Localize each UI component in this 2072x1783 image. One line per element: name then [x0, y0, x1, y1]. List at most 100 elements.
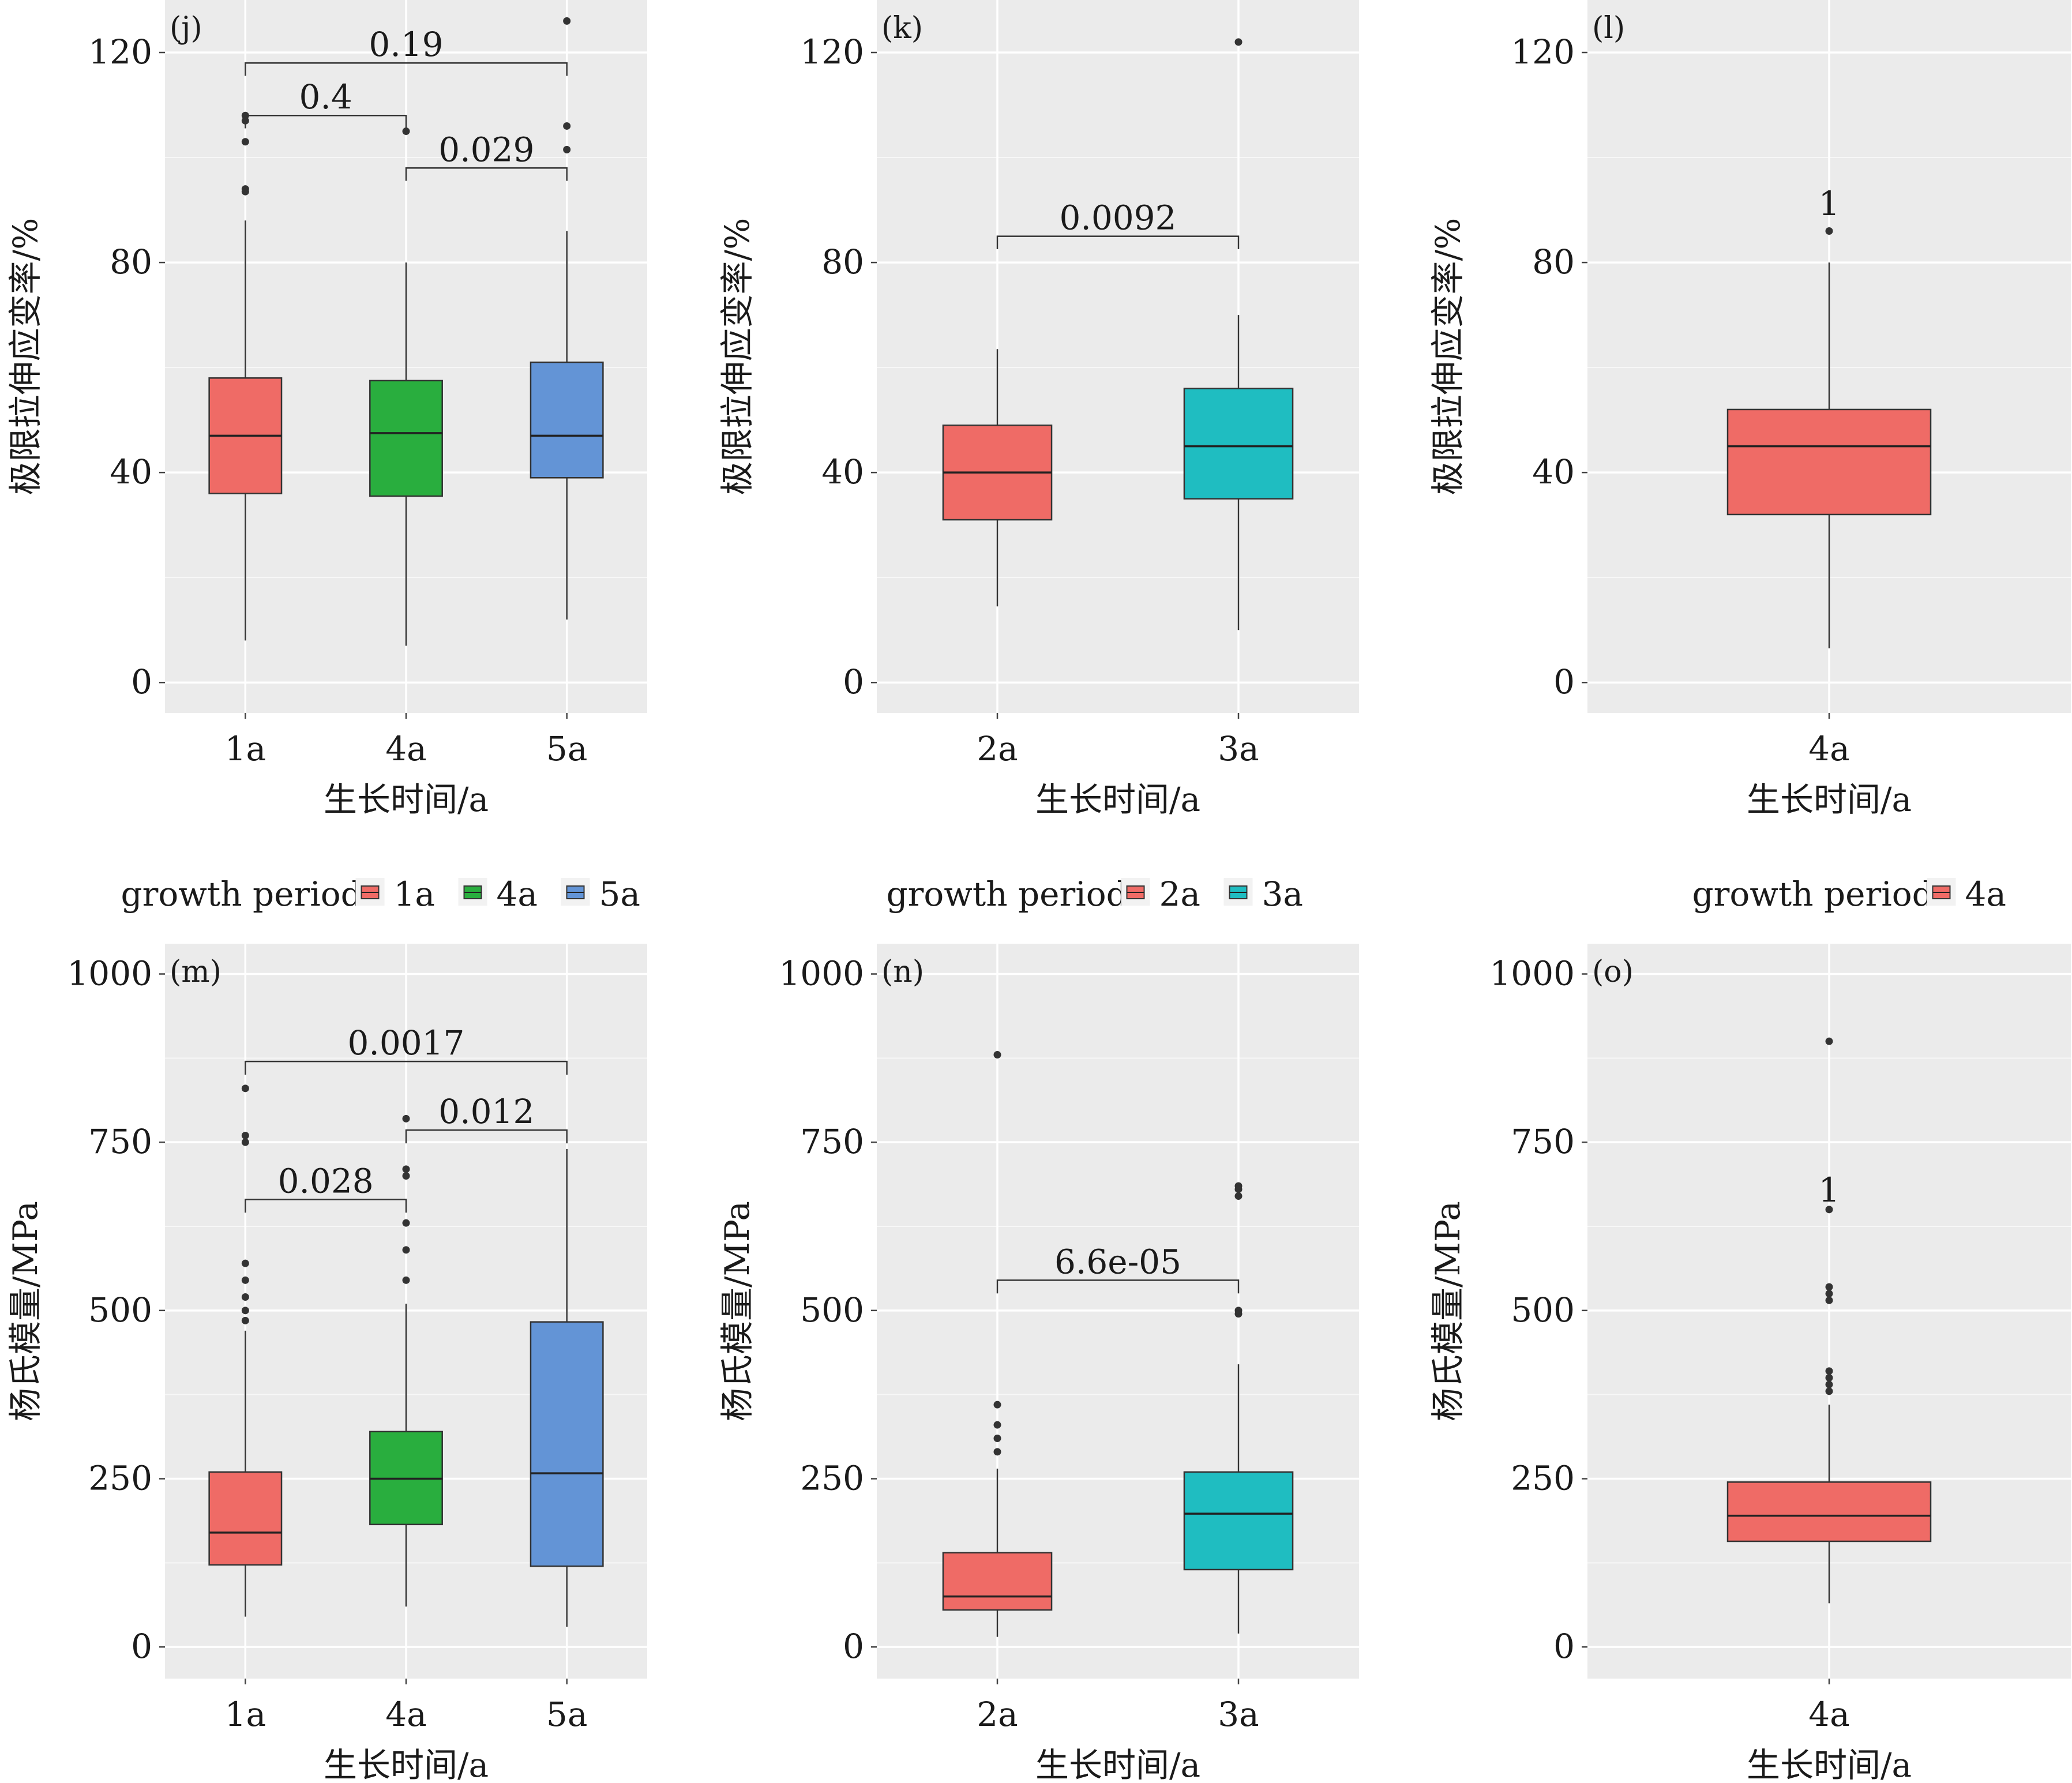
outlier-point[interactable] [1825, 1387, 1833, 1395]
legend-item-2a[interactable]: 2a [1121, 874, 1200, 914]
y-tick-label: 250 [88, 1459, 152, 1498]
legend-item-4a[interactable]: 4a [1927, 874, 2006, 914]
outlier-point[interactable] [563, 17, 571, 25]
comparison-bracket: 0.029 [405, 130, 568, 181]
outlier-point[interactable] [402, 1172, 410, 1180]
y-axis-title: 杨氏模量/MPa [1428, 1201, 1467, 1421]
y-axis-title: 杨氏模量/MPa [6, 1201, 45, 1421]
outlier-point[interactable] [402, 127, 410, 136]
outlier-point[interactable] [241, 138, 249, 146]
outlier-point[interactable] [563, 145, 571, 153]
box-body[interactable] [942, 1552, 1053, 1611]
outlier-point[interactable] [402, 1114, 410, 1123]
box-2a [942, 349, 1053, 607]
y-tick-label: 80 [110, 242, 152, 281]
panel-tag: (l) [1592, 11, 1625, 46]
outlier-point[interactable] [241, 1316, 249, 1324]
panel-l: 0 40 80 120 4a 1 (l) 生长时间/a 极限拉伸应变率/% [1428, 0, 2071, 819]
box-5a [530, 1148, 604, 1627]
legend-label: 3a [1262, 874, 1303, 914]
y-axis-title: 极限拉伸应变率/% [1428, 218, 1467, 496]
box-body[interactable] [1183, 1471, 1294, 1571]
outlier-point[interactable] [241, 185, 249, 193]
legend-label: 4a [1965, 874, 2006, 914]
outlier-point[interactable] [1825, 1283, 1833, 1291]
outlier-point[interactable] [241, 1259, 249, 1267]
y-tick-label: 1000 [779, 954, 864, 993]
x-axis-title: 生长时间/a [1035, 780, 1200, 819]
outlier-point[interactable] [241, 1293, 249, 1301]
box-body[interactable] [530, 1321, 604, 1567]
panel-n: 0 250 500 750 1000 2a 3a 6.6e-05 (n) 生长时间/a 杨氏模量/M… [718, 944, 1359, 1783]
y-tick-label: 250 [1511, 1459, 1575, 1498]
outlier-point[interactable] [1825, 1290, 1833, 1298]
bracket-line [405, 1129, 568, 1144]
legend-item-5a[interactable]: 5a [561, 874, 640, 914]
y-tick-label: 0 [1553, 1627, 1575, 1666]
outlier-point[interactable] [241, 1084, 249, 1093]
outlier-point[interactable] [1825, 1367, 1833, 1375]
outlier-point[interactable] [402, 1219, 410, 1227]
bracket-line [245, 1199, 407, 1213]
outlier-point[interactable] [993, 1448, 1001, 1456]
panel-tag: (m) [170, 955, 222, 989]
outlier-point[interactable] [563, 122, 571, 130]
legend-item-3a[interactable]: 3a [1223, 874, 1303, 914]
bracket-line [996, 1279, 1240, 1294]
y-tick-label: 750 [1511, 1122, 1575, 1161]
box-5a [530, 17, 604, 620]
outlier-point[interactable] [1825, 1380, 1833, 1388]
box-body[interactable] [1183, 388, 1294, 500]
box-body[interactable] [369, 380, 443, 497]
y-axis-title: 极限拉伸应变率/% [6, 218, 45, 496]
outlier-point[interactable] [993, 1051, 1001, 1058]
legend-title: growth period [887, 874, 1128, 914]
outlier-point[interactable] [1234, 1192, 1243, 1200]
outlier-point[interactable] [1234, 38, 1243, 46]
panel-m: 0 250 500 750 1000 1a 4a 5a 0.028 0.012 0.0017 (m) 生… [6, 944, 647, 1783]
outlier-point[interactable] [1234, 1307, 1243, 1315]
y-tick-label: 80 [821, 242, 864, 281]
comparison-bracket: 0.0017 [245, 1023, 568, 1075]
p-value-label: 0.028 [278, 1161, 374, 1200]
outlier-point[interactable] [402, 1246, 410, 1254]
p-value-label: 0.19 [369, 25, 443, 64]
outlier-point[interactable] [1825, 1037, 1833, 1045]
x-axis-title: 生长时间/a [324, 780, 489, 819]
outlier-point[interactable] [1825, 1374, 1833, 1382]
outlier-point[interactable] [1825, 1296, 1833, 1304]
x-tick-label: 1a [225, 729, 266, 768]
x-tick-label: 4a [385, 1695, 426, 1734]
outlier-point[interactable] [993, 1435, 1001, 1442]
outlier-point[interactable] [1825, 227, 1833, 235]
legend-item-4a[interactable]: 4a [458, 874, 538, 914]
x-axis-title: 生长时间/a [324, 1746, 489, 1783]
p-value-label: 6.6e-05 [1054, 1242, 1181, 1281]
outlier-point[interactable] [241, 1138, 249, 1146]
legend-label: 4a [497, 874, 538, 914]
legend-item-1a[interactable]: 1a [355, 874, 435, 914]
outlier-point[interactable] [241, 1276, 249, 1284]
box-body[interactable] [208, 1471, 283, 1566]
y-tick-label: 0 [1553, 662, 1575, 701]
outlier-point[interactable] [1825, 1206, 1833, 1214]
panel-tag: (k) [881, 11, 923, 46]
outlier-point[interactable] [993, 1401, 1001, 1409]
y-tick-label: 120 [800, 32, 864, 72]
outlier-point[interactable] [402, 1276, 410, 1284]
x-tick-label: 4a [1808, 729, 1849, 768]
box-body[interactable] [1726, 1481, 1932, 1542]
box-3a [1183, 1182, 1294, 1634]
y-tick-label: 1000 [1489, 954, 1575, 993]
outlier-point[interactable] [1234, 1182, 1243, 1190]
box-body[interactable] [1726, 408, 1932, 516]
y-tick-label: 40 [110, 452, 152, 491]
legend-title: growth period [121, 874, 362, 914]
outlier-point[interactable] [241, 1132, 249, 1139]
outlier-point[interactable] [993, 1421, 1001, 1429]
x-tick-label: 1a [225, 1695, 266, 1734]
y-tick-label: 500 [1511, 1290, 1575, 1330]
outlier-point[interactable] [402, 1165, 410, 1173]
outlier-point[interactable] [241, 1307, 249, 1315]
box-body[interactable] [530, 361, 604, 479]
